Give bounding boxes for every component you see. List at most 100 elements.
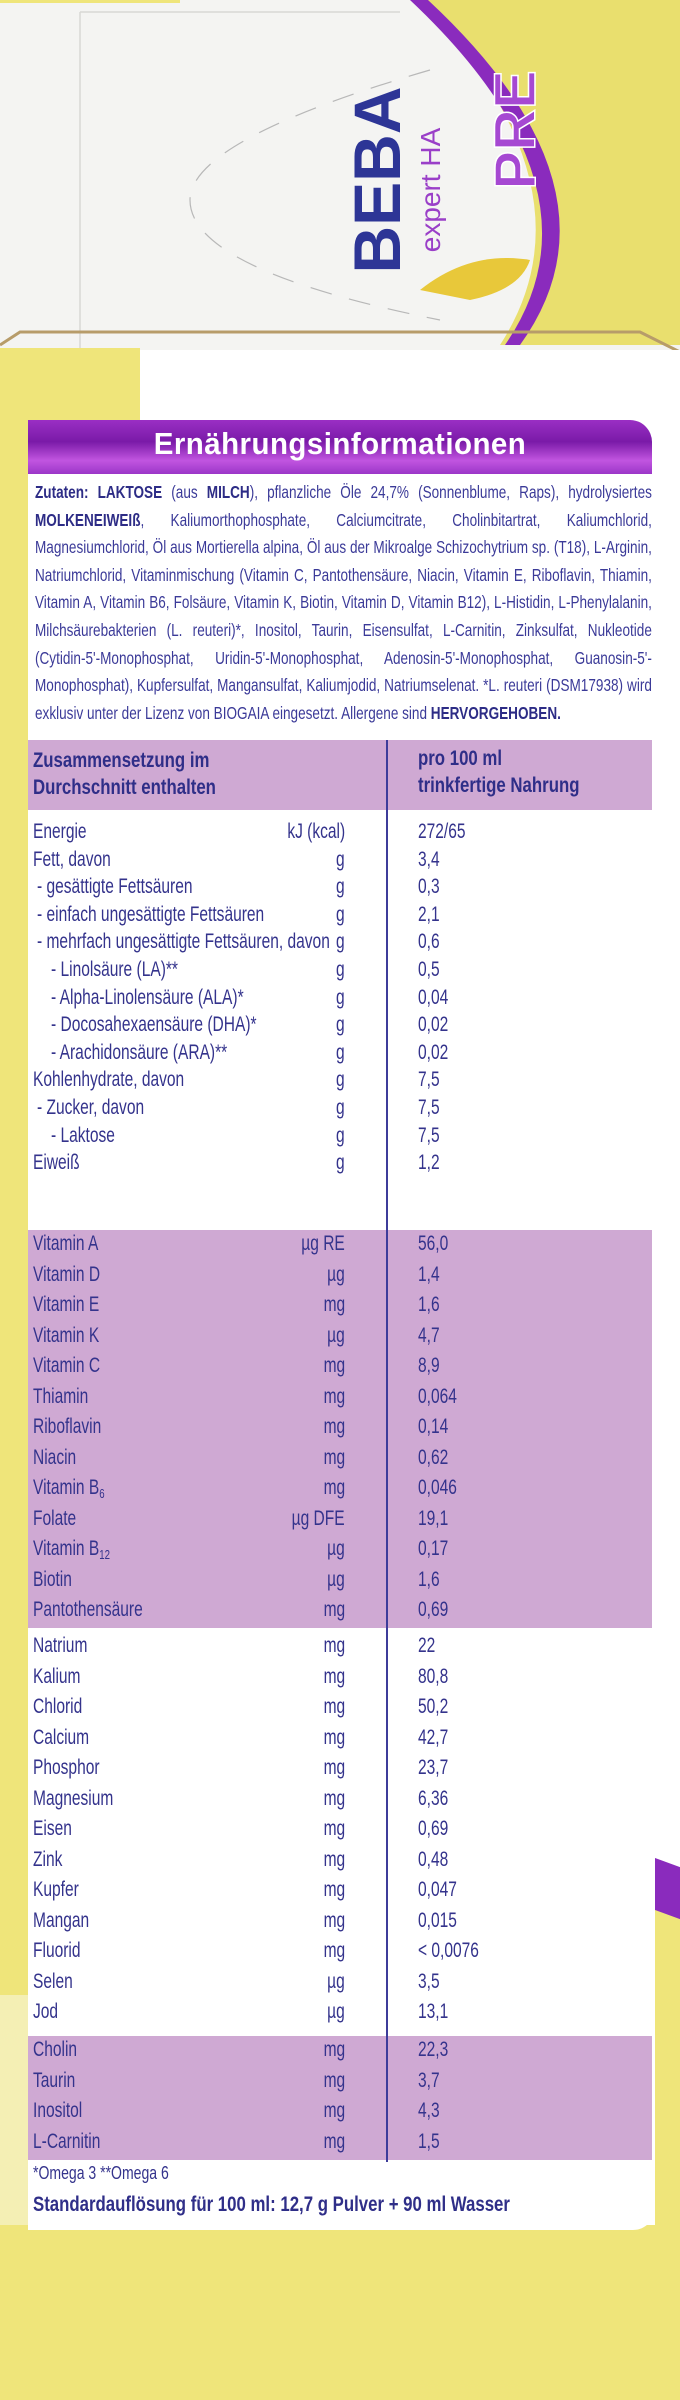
- nutrient-value: 0,02: [418, 1040, 449, 1064]
- table-row: Kalium mg 80,8: [28, 1665, 652, 1693]
- nutrient-name-text: Selen: [33, 1969, 73, 1993]
- nutrient-unit: g: [336, 1151, 345, 1175]
- table-row: - Docosahexaensäure (DHA)* g 0,02: [28, 1013, 652, 1041]
- nutrient-name-text: - Alpha-Linolensäure (ALA)*: [51, 985, 244, 1009]
- nutrient-unit: mg: [323, 1786, 345, 1810]
- table-row: Eiweiß g 1,2: [28, 1151, 652, 1179]
- nutrient-value: 3,5: [418, 1969, 440, 1993]
- nutrient-name-text: Jod: [33, 2000, 59, 2023]
- nutrient-value: 0,62: [418, 1445, 449, 1469]
- nutrient-name-text: Kalium: [33, 1664, 81, 1688]
- table-row: Energie kJ (kcal) 272/65: [28, 820, 652, 848]
- table-row: Niacin mg 0,62: [28, 1446, 652, 1474]
- nutrient-value: 13,1: [418, 2000, 449, 2023]
- nutrient-name-text: Kupfer: [33, 1878, 79, 1901]
- table-row: Vitamin K µg 4,7: [28, 1324, 652, 1352]
- nutrient-unit: mg: [323, 1598, 345, 1621]
- table-row: - Zucker, davon g 7,5: [28, 1096, 652, 1124]
- nutrient-name-text: Zink: [33, 1847, 63, 1871]
- nutrient-value: 50,2: [418, 1695, 449, 1718]
- nutrient-value: 2,1: [418, 902, 440, 926]
- nutrient-value: 19,1: [418, 1506, 449, 1530]
- nutrient-unit: mg: [323, 1817, 345, 1840]
- nutrient-name: Vitamin D: [33, 1263, 100, 1287]
- nutrient-name-text: Pantothensäure: [33, 1598, 143, 1621]
- nutrient-name: Eiweiß: [33, 1151, 80, 1175]
- nutrient-name: Natrium: [33, 1634, 87, 1658]
- nutrient-name: Vitamin C: [33, 1354, 100, 1378]
- nutrient-value: 3,7: [418, 2068, 440, 2092]
- nutrient-name-text: - Laktose: [51, 1123, 115, 1147]
- nutrient-name: Zink: [33, 1848, 62, 1872]
- brand-logo: BEBA: [340, 86, 414, 273]
- table-row: Vitamin B6 mg 0,046: [28, 1476, 652, 1504]
- table-row: Vitamin C mg 8,9: [28, 1354, 652, 1382]
- nutrient-value: 0,047: [418, 1878, 457, 1901]
- nutrient-unit: mg: [323, 1939, 345, 1962]
- nutrient-name: Biotin: [33, 1568, 72, 1592]
- nutrient-name-text: - Docosahexaensäure (DHA)*: [51, 1013, 257, 1037]
- nutrient-name: - Laktose: [51, 1124, 115, 1148]
- table-row: Zink mg 0,48: [28, 1848, 652, 1876]
- nutrient-unit: mg: [323, 1725, 345, 1749]
- nutrient-name-text: Niacin: [33, 1445, 77, 1469]
- nutrient-name: Folate: [33, 1507, 76, 1531]
- nutrient-unit: mg: [323, 1476, 345, 1499]
- nutrient-name: Calcium: [33, 1726, 89, 1750]
- nutrient-name-text: - Arachidonsäure (ARA)**: [51, 1040, 228, 1064]
- nutrient-value: 0,02: [418, 1013, 449, 1037]
- nutrient-name-text: Inositol: [33, 2099, 83, 2122]
- nutrient-value: 1,6: [418, 1293, 440, 1316]
- table-row: Jod µg 13,1: [28, 2000, 652, 2028]
- nutrient-value: 0,6: [418, 930, 440, 954]
- nutrient-name-text: Vitamin C: [33, 1354, 101, 1377]
- nutrient-name-text: Taurin: [33, 2068, 76, 2092]
- table-row: - einfach ungesättigte Fettsäuren g 2,1: [28, 903, 652, 931]
- nutrient-name-text: Natrium: [33, 1634, 88, 1657]
- nutrient-value: 22: [418, 1634, 436, 1657]
- nutrient-name: Vitamin E: [33, 1293, 99, 1317]
- nutrient-name-text: Phosphor: [33, 1756, 100, 1779]
- nutrient-name: L-Carnitin: [33, 2130, 100, 2154]
- nutrient-unit: µg: [327, 1262, 345, 1286]
- nutrient-name: Kalium: [33, 1665, 81, 1689]
- nutrient-unit: µg: [327, 1969, 345, 1993]
- bird-illustration: [420, 258, 530, 300]
- nutrient-unit: mg: [323, 2129, 345, 2153]
- ingredient-text: (aus: [162, 482, 207, 502]
- nutrient-unit: kJ (kcal): [287, 820, 345, 843]
- nutrient-unit: mg: [323, 1756, 345, 1779]
- nutrient-name: Kohlenhydrate, davon: [33, 1068, 184, 1092]
- table-row: Taurin mg 3,7: [28, 2069, 652, 2097]
- nutrient-value: 0,3: [418, 875, 440, 899]
- nutrient-name: Niacin: [33, 1446, 76, 1470]
- nutrient-value: 1,2: [418, 1151, 440, 1175]
- table-row: - Linolsäure (LA)** g 0,5: [28, 958, 652, 986]
- ingredient-text: , Kaliumorthophosphate, Calciumcitrate, …: [35, 509, 652, 723]
- ingredient-highlight: HERVORGEHOBEN.: [430, 702, 561, 723]
- table-row: Magnesium mg 6,36: [28, 1787, 652, 1815]
- nutrient-value: 7,5: [418, 1123, 440, 1147]
- nutrient-value: 1,4: [418, 1262, 440, 1286]
- nutrient-name: - Zucker, davon: [37, 1096, 144, 1120]
- table-row: Folate µg DFE 19,1: [28, 1507, 652, 1535]
- nutrient-unit: g: [336, 1013, 345, 1037]
- table-row: Cholin mg 22,3: [28, 2038, 652, 2066]
- package-lid: BEBA expert HA PRE: [0, 0, 680, 350]
- nutrient-name: Phosphor: [33, 1756, 100, 1780]
- nutrient-unit: mg: [323, 1354, 345, 1377]
- nutrient-name-text: Fluorid: [33, 1939, 81, 1962]
- table-row: L-Carnitin mg 1,5: [28, 2130, 652, 2158]
- nutrient-unit: g: [336, 1123, 345, 1147]
- nutrient-value: 23,7: [418, 1756, 449, 1779]
- nutrient-name: Kupfer: [33, 1878, 79, 1902]
- nutrient-name-text: L-Carnitin: [33, 2129, 101, 2153]
- nutrient-value: 0,5: [418, 958, 440, 981]
- nutrient-name: - Docosahexaensäure (DHA)*: [51, 1013, 257, 1037]
- table-row: Phosphor mg 23,7: [28, 1756, 652, 1784]
- nutrient-value: 0,69: [418, 1817, 449, 1840]
- table-row: Fett, davon g 3,4: [28, 848, 652, 876]
- table-row: Vitamin B12 µg 0,17: [28, 1537, 652, 1565]
- nutrient-unit: mg: [323, 1634, 345, 1657]
- nutrient-value: < 0,0076: [418, 1939, 479, 1962]
